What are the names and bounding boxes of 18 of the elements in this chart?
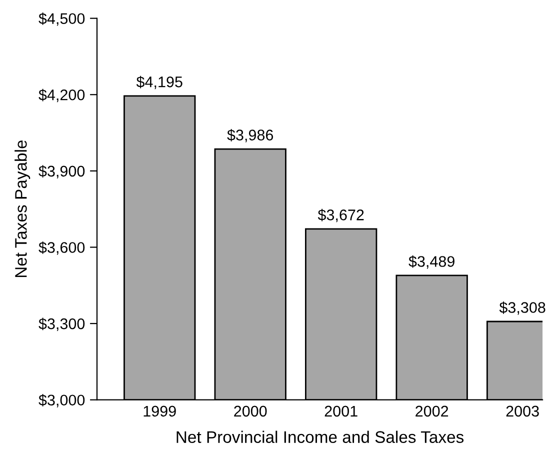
y-tick-label: $3,000 — [38, 394, 85, 408]
y-tick-label: $3,300 — [38, 318, 85, 332]
data-label: $3,489 — [408, 255, 454, 269]
x-tick-label: 2003 — [506, 406, 539, 417]
y-tick-label: $4,200 — [38, 88, 85, 102]
data-label: $3,986 — [227, 129, 274, 142]
y-tick-label: $3,600 — [38, 241, 85, 255]
data-label: $3,672 — [318, 208, 364, 222]
x-tick-label: 2000 — [234, 406, 267, 417]
x-tick-label: 2001 — [324, 406, 358, 417]
x-axis-title: Net Provincial Income and Sales Taxes — [176, 430, 464, 443]
x-tick-label: 1999 — [144, 406, 176, 417]
y-axis-title: Net Taxes Payable — [14, 140, 30, 278]
data-label: $3,308 — [499, 301, 546, 315]
y-tick-label: $3,900 — [38, 165, 85, 178]
data-label: $4,195 — [136, 76, 182, 90]
x-tick-label: 2002 — [416, 406, 448, 417]
y-tick-label: $4,500 — [38, 12, 85, 26]
